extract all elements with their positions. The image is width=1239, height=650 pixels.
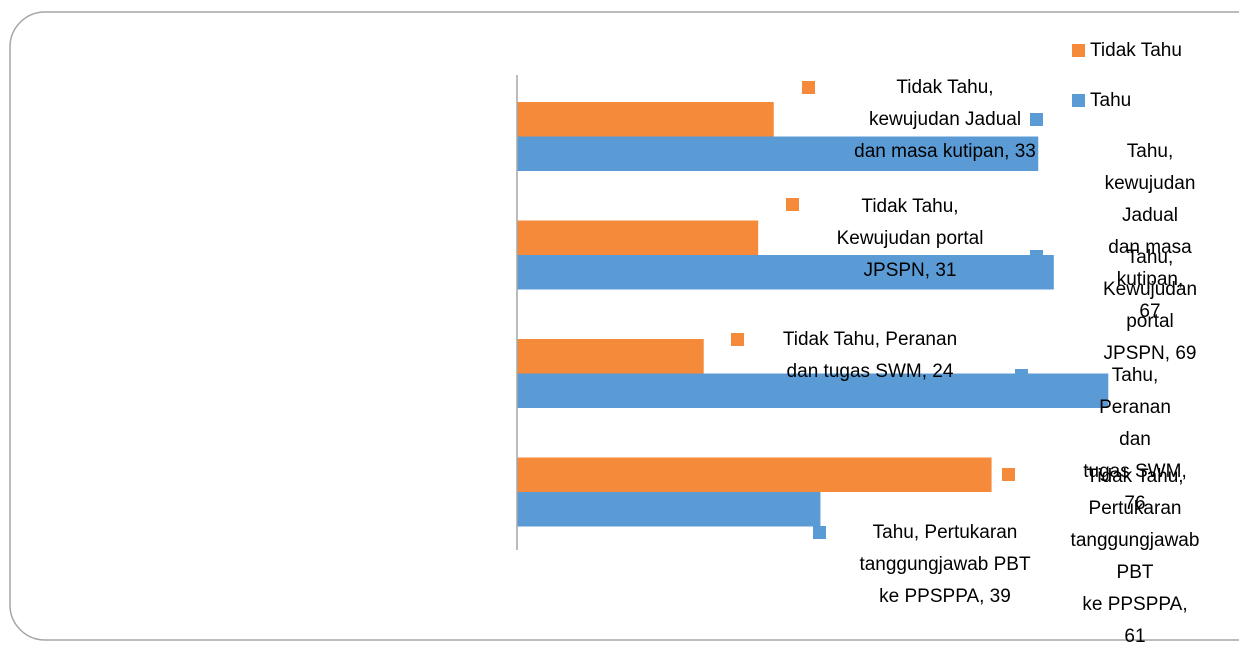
bar [517,102,774,137]
bar [517,373,1109,408]
data-label: Tahu, Kewujudan portal JPSPN, 69 [1102,247,1198,364]
data-label: Tidak Tahu, Pertukaran tanggungjawab PBT… [1070,466,1200,647]
label-marker [1002,468,1015,481]
label-marker [1030,250,1043,263]
data-label: Tahu, kewujudan Jadual dan masa kutipan,… [1104,141,1196,322]
label-marker [786,198,799,211]
data-label: Tahu, Pertukaran tanggungjawab PBT ke PP… [859,522,1031,607]
data-label: Tidak Tahu, kewujudan Jadual dan masa ku… [854,77,1036,162]
frame [9,11,1239,641]
bar [517,339,704,374]
bar [517,457,992,492]
label-marker [802,81,815,94]
label-marker [731,333,744,346]
label-marker [813,526,826,539]
data-label: Tidak Tahu, Peranan dan tugas SWM, 24 [782,329,958,382]
legend-marker [1072,94,1085,107]
data-label: Tahu, Peranan dan tugas SWM, 76 [1083,365,1187,514]
bar [517,220,759,255]
bar [517,255,1054,290]
bar [517,492,821,527]
data-label: Tidak Tahu, Kewujudan portal JPSPN, 31 [836,196,984,281]
legend-marker [1072,44,1085,57]
label-marker [1015,369,1028,382]
legend-label: Tahu [1090,90,1132,111]
bar [517,136,1039,171]
legend-label: Tidak Tahu [1090,40,1182,61]
label-marker [1030,113,1043,126]
